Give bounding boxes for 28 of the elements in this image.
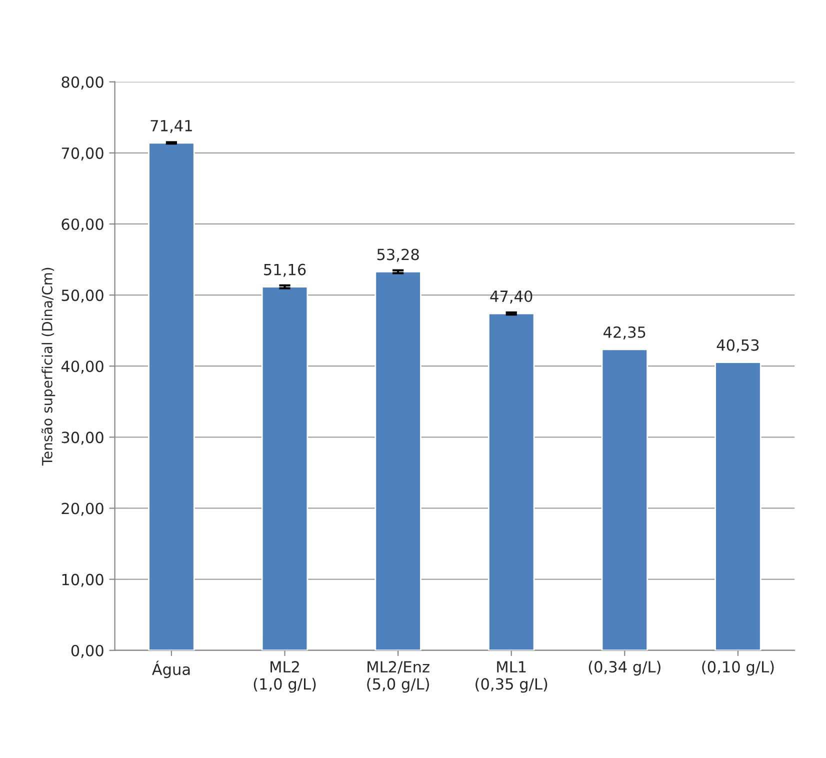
- data-label: 53,28: [377, 248, 419, 262]
- y-tick-label: 30,00: [62, 432, 104, 445]
- data-label: 47,40: [490, 290, 532, 304]
- y-tick-label: 60,00: [62, 218, 104, 232]
- x-tick-label: ML2 (1,0 g/L): [254, 661, 316, 693]
- bar: [374, 271, 422, 650]
- bar: [714, 362, 762, 650]
- y-tick-label: 40,00: [61, 360, 104, 374]
- x-tick-label: (0,34 g/L): [588, 660, 660, 676]
- x-tick-label: (0,10 g/L): [702, 660, 774, 676]
- x-tick-label: Água: [152, 660, 190, 678]
- data-label: 40,53: [716, 339, 759, 352]
- bar: [601, 348, 648, 650]
- data-label: 51,16: [264, 264, 306, 277]
- y-tick-label: 20,00: [62, 502, 104, 516]
- data-label: 71,41: [150, 120, 192, 133]
- y-tick-label: 80,00: [62, 76, 104, 90]
- y-axis-title: Tensão superficial (Dina/Cm): [41, 268, 56, 466]
- bar: [261, 286, 308, 650]
- bar: [488, 312, 535, 650]
- x-tick-label: ML2/Enz (5,0 g/L): [367, 661, 430, 693]
- x-tick-label: ML1 (0,35 g/L): [476, 661, 548, 693]
- bar: [148, 142, 195, 650]
- data-label: 42,35: [604, 326, 646, 340]
- y-tick-label: 50,00: [62, 290, 104, 303]
- y-tick-label: 70,00: [62, 147, 104, 161]
- y-tick-label: 0,00: [71, 644, 104, 658]
- y-tick-label: 10,00: [62, 574, 104, 587]
